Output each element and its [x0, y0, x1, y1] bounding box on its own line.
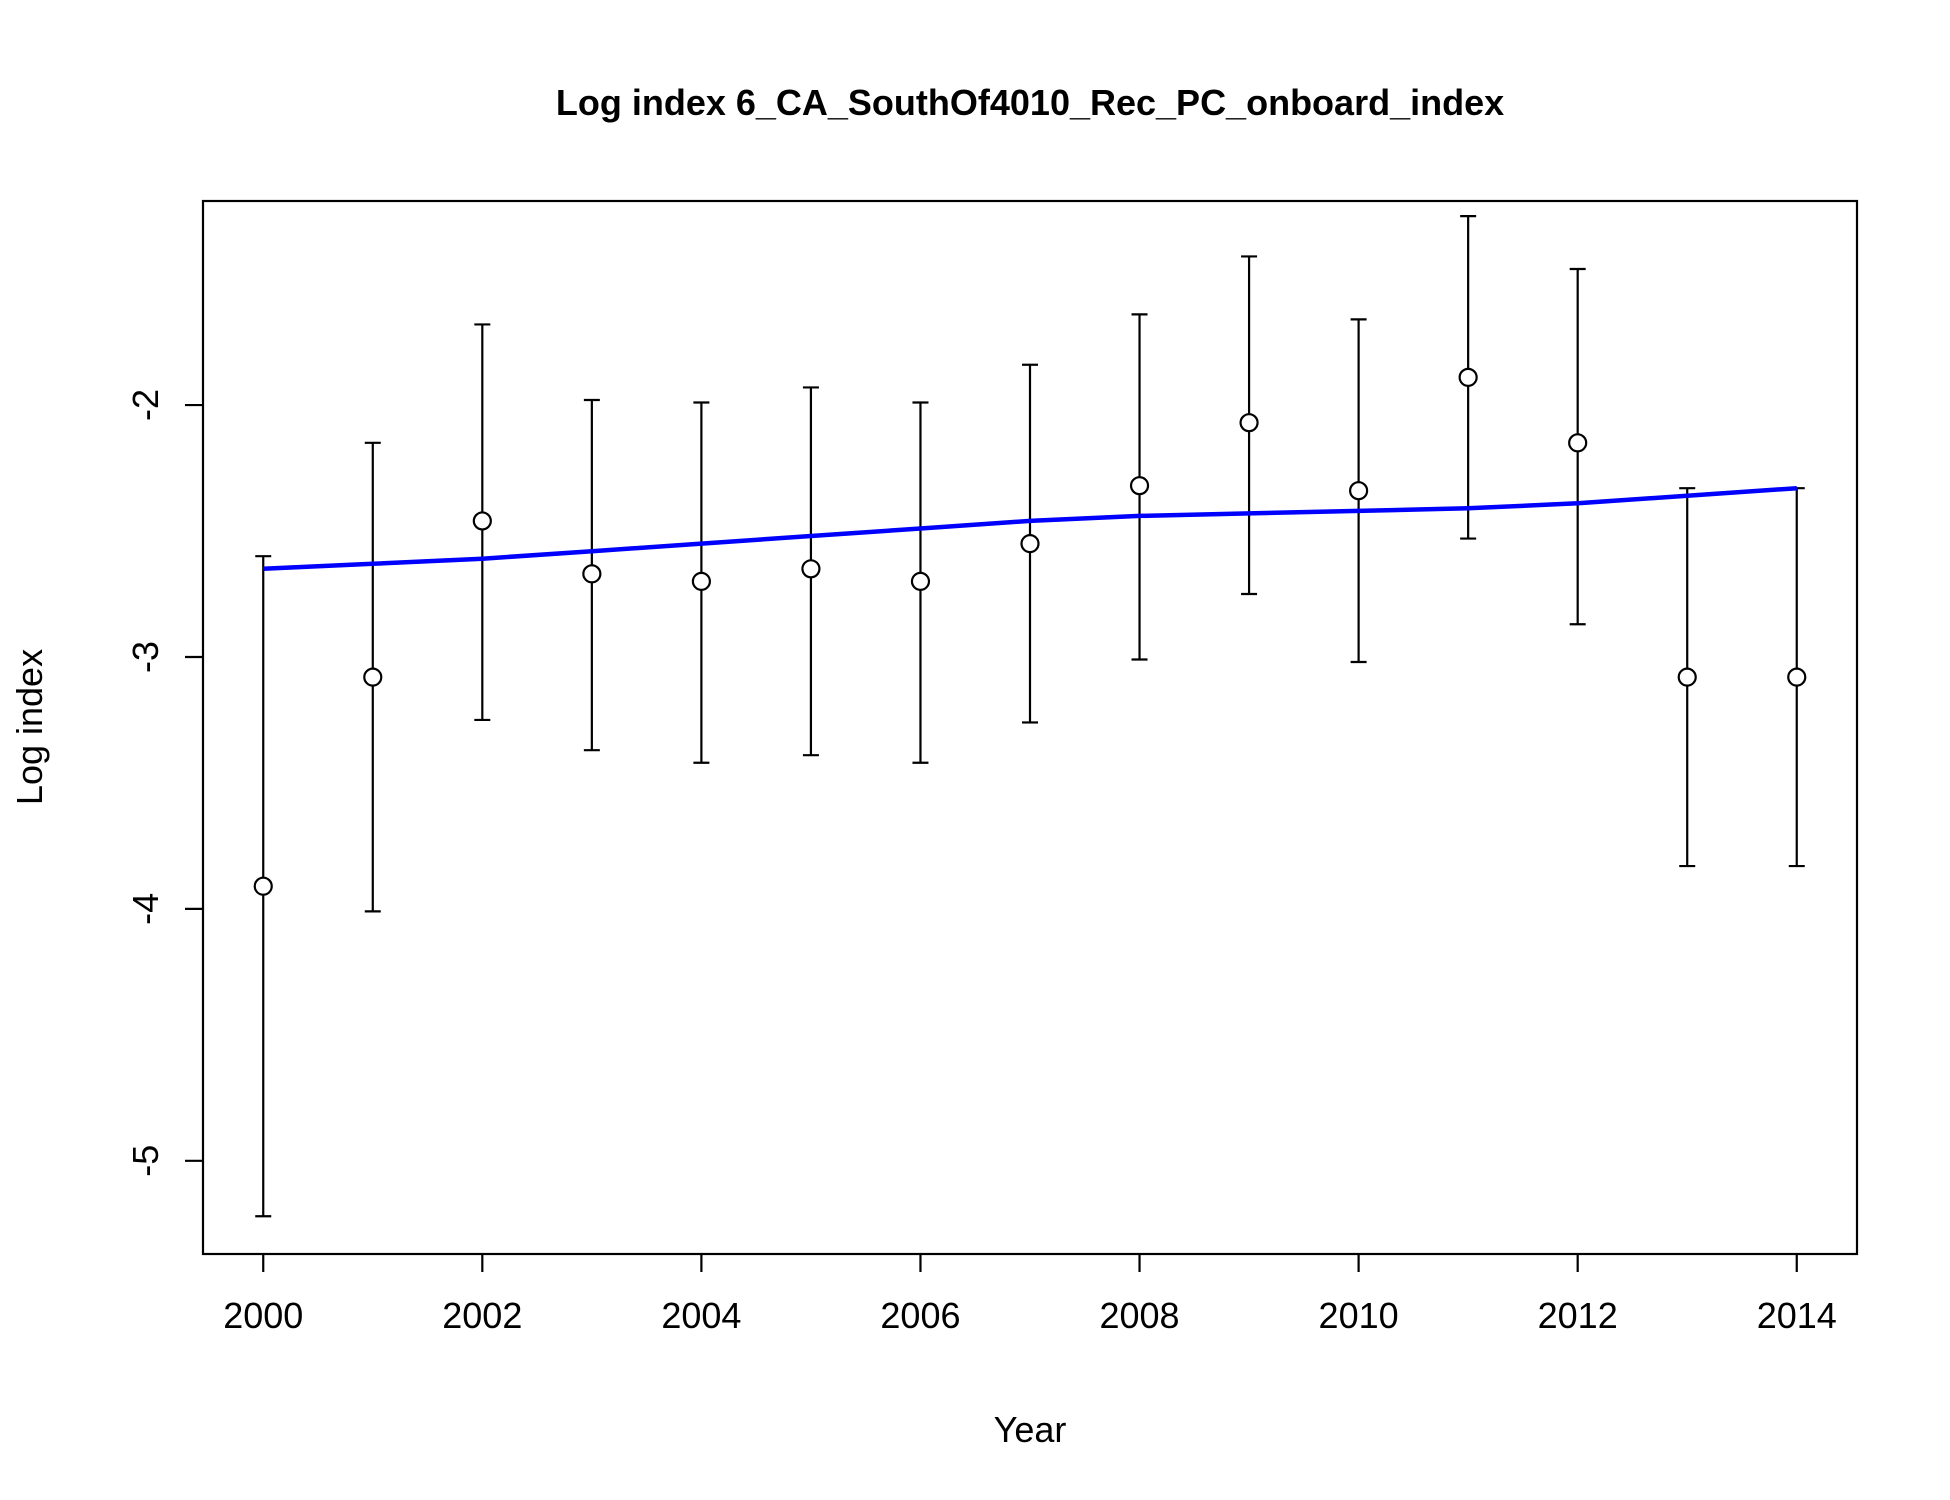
- x-tick-label: 2004: [661, 1295, 741, 1336]
- x-tick-label: 2010: [1319, 1295, 1399, 1336]
- fit-line-group: [263, 485, 1797, 572]
- y-tick-label: -2: [125, 389, 166, 421]
- data-point: [1239, 413, 1259, 433]
- data-point: [1568, 433, 1588, 453]
- y-tick-label: -5: [125, 1145, 166, 1177]
- y-tick-label: -4: [125, 893, 166, 925]
- chart-title: Log index 6_CA_SouthOf4010_Rec_PC_onboar…: [556, 82, 1504, 123]
- y-axis: -5 -4 -3 -2: [125, 389, 203, 1177]
- data-point: [910, 571, 931, 591]
- data-point: [691, 571, 711, 591]
- data-point: [1349, 481, 1369, 501]
- x-tick-label: 2014: [1757, 1295, 1837, 1336]
- data-point: [1129, 476, 1150, 496]
- x-tick-label: 2008: [1099, 1295, 1179, 1336]
- plot-frame: [201, 199, 1859, 1256]
- x-tick-label: 2006: [880, 1295, 960, 1336]
- data-points: [253, 367, 1807, 896]
- x-tick-label: 2000: [223, 1295, 303, 1336]
- data-point: [1677, 667, 1697, 687]
- data-point: [1020, 534, 1040, 554]
- data-point: [253, 876, 273, 896]
- error-bars: [255, 215, 1805, 1218]
- data-point: [801, 559, 821, 579]
- x-tick-label: 2002: [442, 1295, 522, 1336]
- y-axis-label: Log index: [9, 649, 50, 805]
- data-point: [582, 564, 602, 584]
- x-axis: 2000 2002 2004 2006 2008 2010 2012 2014: [223, 1254, 1837, 1336]
- x-tick-label: 2012: [1538, 1295, 1618, 1336]
- x-axis-label: Year: [994, 1409, 1067, 1450]
- fit-line: [263, 485, 1797, 572]
- data-point: [363, 667, 383, 687]
- data-point: [1458, 367, 1478, 387]
- data-point: [472, 511, 492, 531]
- data-point: [1787, 667, 1807, 687]
- y-tick-label: -3: [125, 641, 166, 673]
